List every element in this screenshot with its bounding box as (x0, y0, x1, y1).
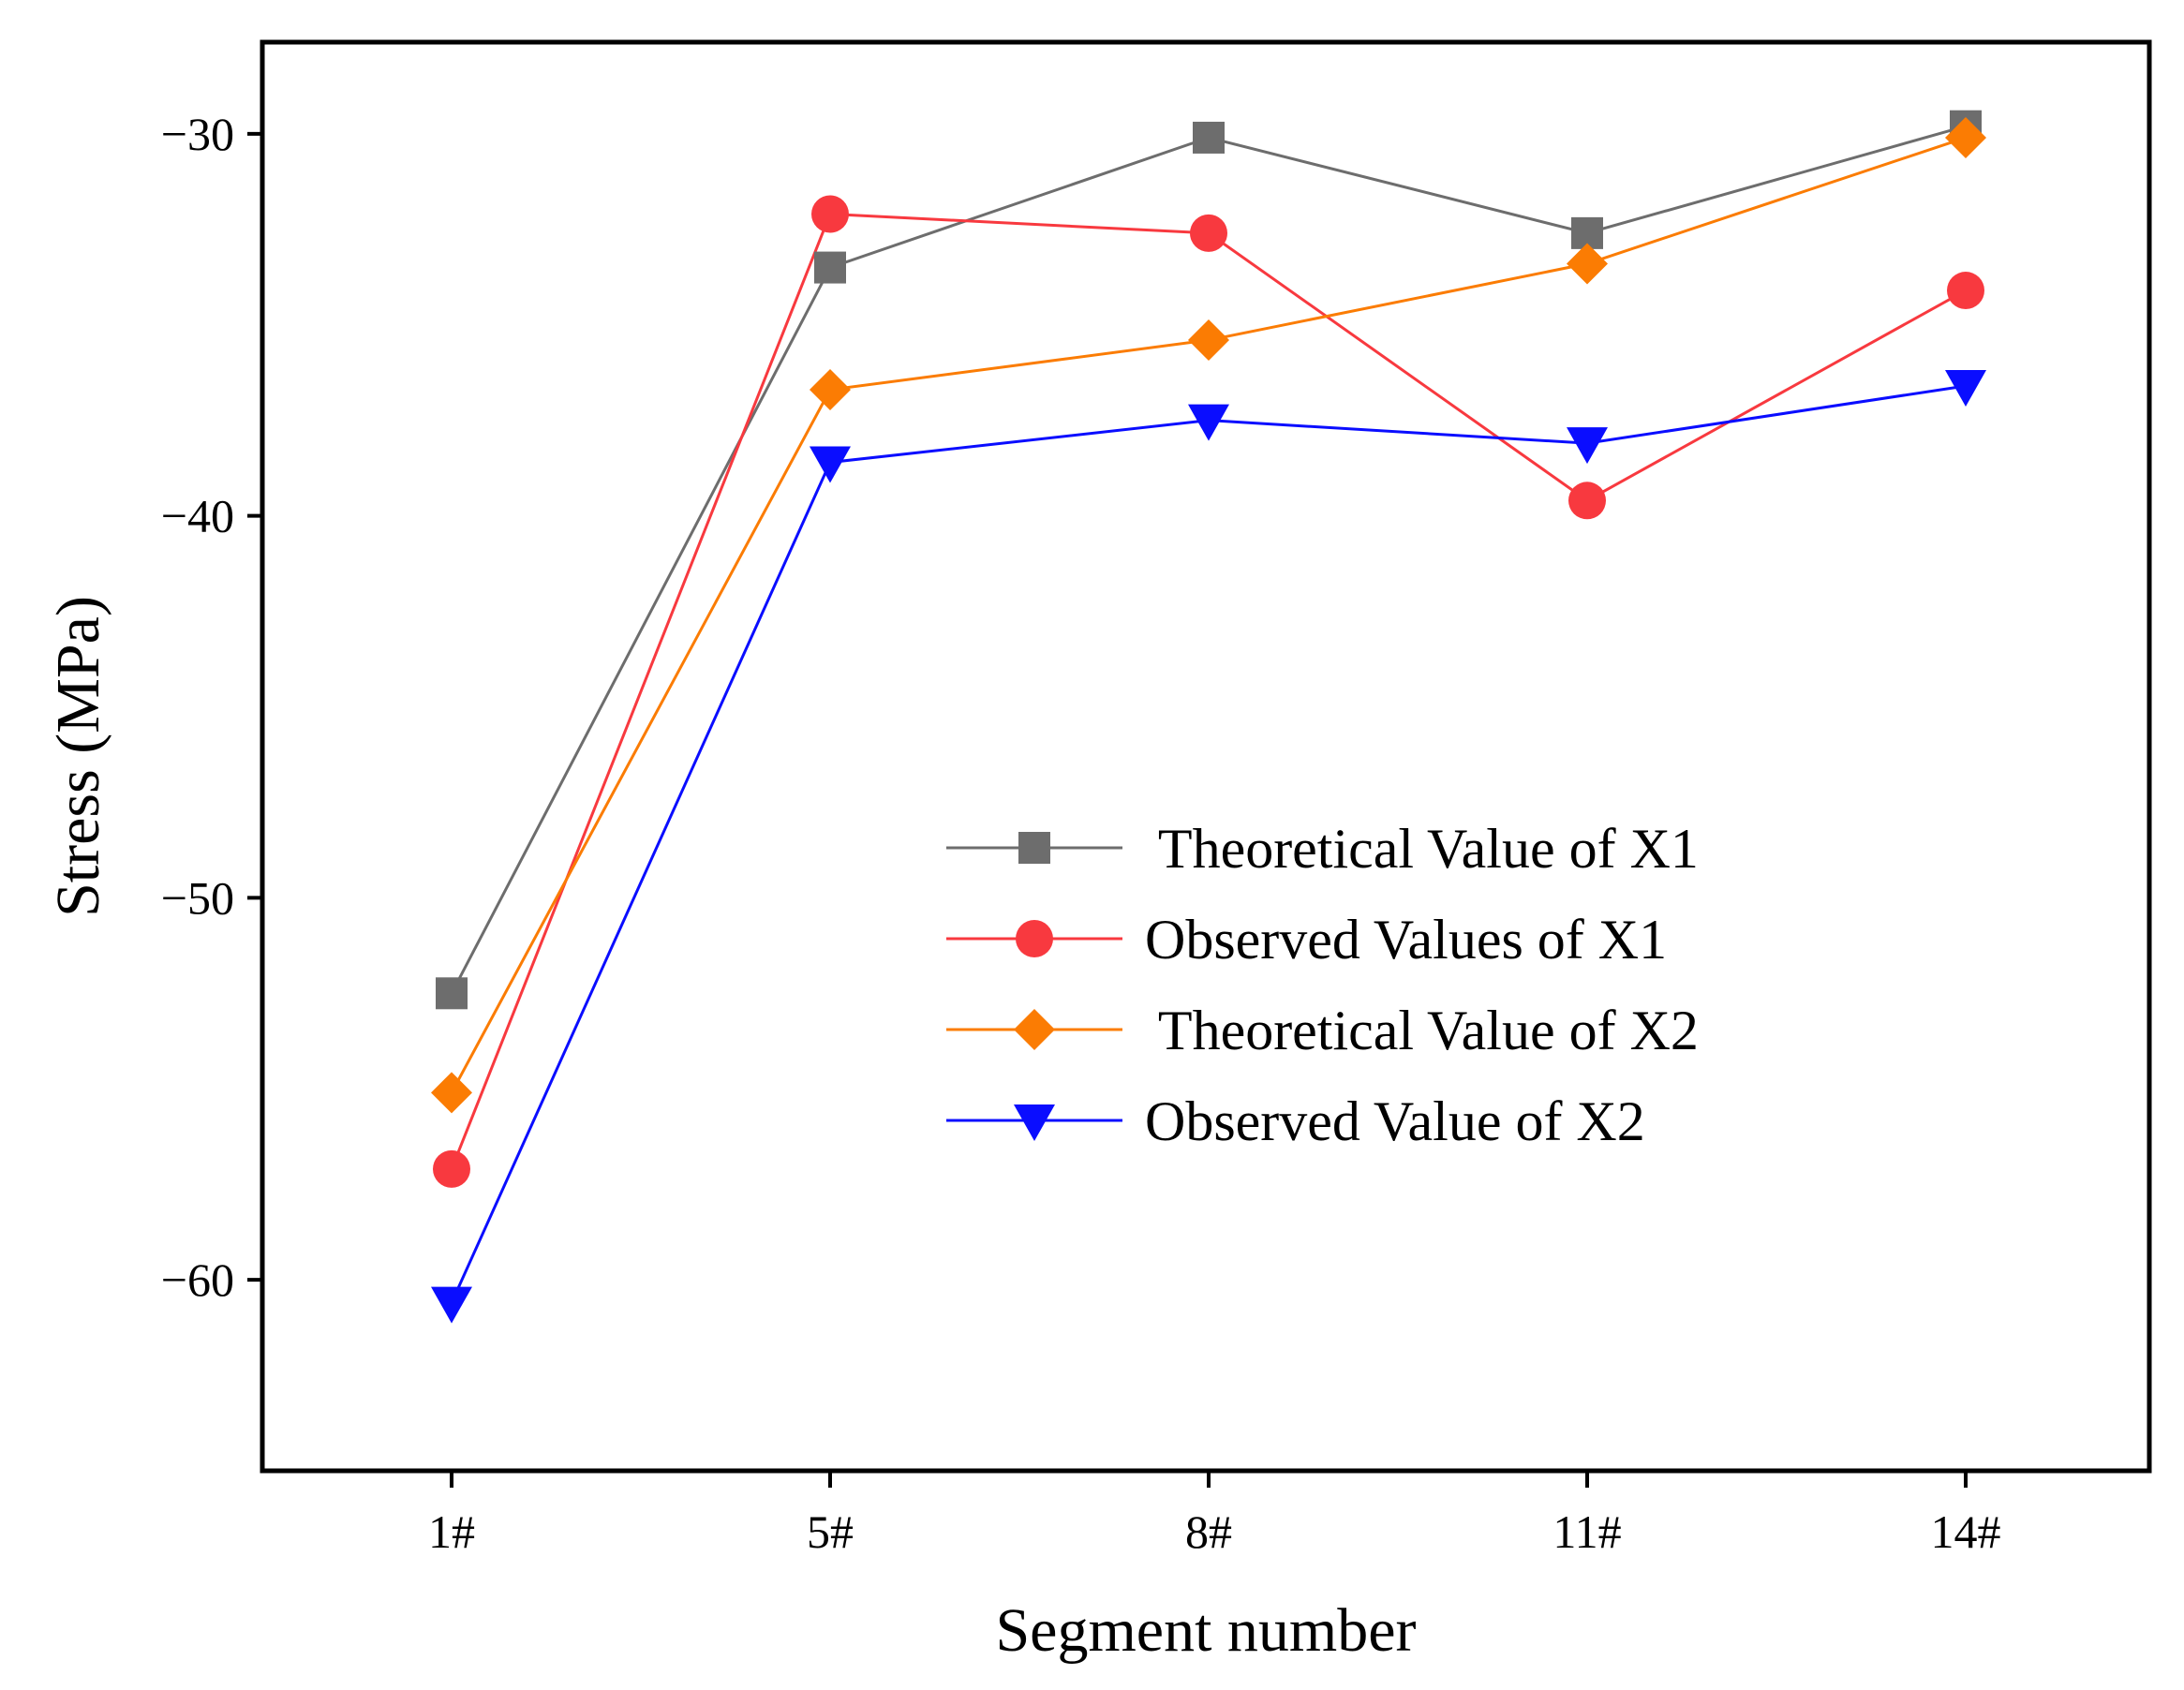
series-2-point (1190, 214, 1227, 252)
x-tick-label: 5# (807, 1505, 854, 1558)
series-2-point (433, 1149, 470, 1188)
y-tick-label: −30 (161, 108, 234, 160)
series-1-point (1193, 121, 1225, 154)
legend-label: Theoretical Value of X2 (1145, 1000, 1699, 1061)
x-axis-title: Segment number (995, 1596, 1416, 1665)
y-tick-label: −60 (161, 1253, 234, 1306)
y-axis-title: Stress (MPa) (44, 596, 112, 917)
series-1-point (436, 977, 468, 1010)
legend-label: Theoretical Value of X1 (1145, 818, 1699, 880)
series-markers (431, 110, 1986, 1324)
y-tick-label: −40 (161, 490, 234, 542)
y-tick-labels: −30 −40 −50 −60 (161, 108, 234, 1306)
legend-label: Observed Values of X1 (1145, 909, 1667, 971)
axis-ticks (247, 131, 1968, 1488)
series-2-point (1568, 482, 1606, 520)
series-3-point (1945, 116, 1986, 158)
y-tick-label: −50 (161, 871, 234, 924)
x-tick-label: 11# (1553, 1505, 1621, 1558)
legend-marker (1014, 1009, 1055, 1050)
series-3-point (1188, 319, 1229, 362)
series-4-point (1188, 404, 1229, 441)
plot-frame (260, 39, 2152, 1474)
series-2-point (1947, 272, 1984, 310)
series-3-point (431, 1072, 472, 1114)
legend-marker (1018, 832, 1050, 864)
x-tick-label: 1# (428, 1505, 475, 1558)
series-3-point (1567, 243, 1608, 285)
x-tick-label: 14# (1931, 1505, 2001, 1558)
series-4-point (431, 1286, 472, 1324)
series-1-point (814, 251, 846, 284)
series-3-point (810, 369, 851, 411)
series-4-point (810, 446, 851, 483)
legend: Theoretical Value of X1 Observed Values o… (946, 818, 1699, 1152)
series-2-point (811, 195, 849, 233)
legend-label: Observed Value of X2 (1145, 1090, 1645, 1152)
series-4-point (1945, 369, 1986, 407)
x-tick-label: 8# (1185, 1505, 1232, 1558)
x-tick-labels: 1# 5# 8# 11# 14# (428, 1505, 2001, 1558)
series-4-point (1567, 427, 1608, 465)
legend-marker (1016, 920, 1053, 957)
legend-marker (1014, 1104, 1055, 1141)
